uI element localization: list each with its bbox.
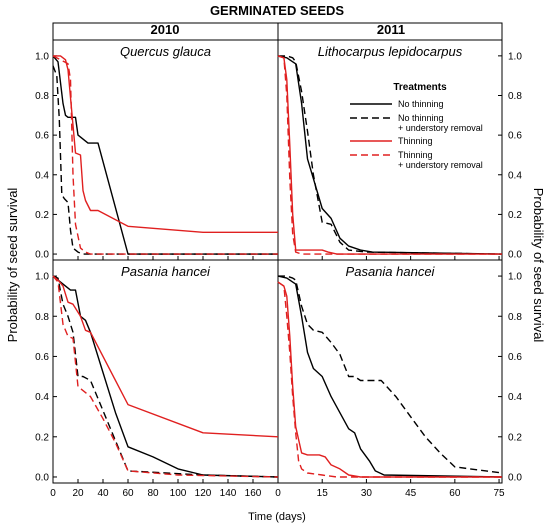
x-tick-label: 75 — [493, 488, 505, 499]
panel-title: Lithocarpus lepidocarpus — [318, 44, 463, 59]
x-tick-label: 160 — [245, 488, 262, 499]
series-line-thinning — [53, 55, 278, 234]
y-tick-label: 0.2 — [35, 210, 49, 221]
series-line-no_thinning_understory — [278, 55, 503, 255]
panel-title: Quercus glauca — [120, 44, 211, 59]
y-tick-label: 0.0 — [508, 472, 522, 483]
series-line-thinning — [52, 275, 279, 438]
y-tick-label: 0.6 — [35, 352, 49, 363]
y-tick-label: 0.4 — [35, 392, 49, 403]
y-tick-label: 0.6 — [508, 131, 522, 142]
y-tick-label: 0.4 — [35, 170, 49, 181]
y-tick-label: 0.0 — [508, 250, 522, 261]
y-tick-label: 1.0 — [35, 272, 49, 283]
y-tick-label: 0.2 — [508, 210, 522, 221]
x-tick-label: 120 — [195, 488, 212, 499]
legend-label: + understory removal — [398, 123, 483, 133]
legend-label: Thinning — [398, 136, 433, 146]
panel-bottom-right: Pasania hancei 0.0 0.2 0.4 0.6 0.8 1.0 0 15 30 45 6… — [275, 264, 522, 499]
series-line-no_thinning_understory — [52, 65, 278, 255]
legend-item: No thinning — [350, 99, 444, 109]
panel-title: Pasania hancei — [121, 264, 211, 279]
figure-title: GERMINATED SEEDS — [210, 3, 344, 18]
y-tick-label: 0.8 — [508, 312, 522, 323]
y-axis-label-right: Probability of seed survival — [531, 188, 546, 343]
series-line-thinning_understory — [52, 55, 278, 255]
x-tick-label: 45 — [405, 488, 417, 499]
y-tick-label: 0.6 — [508, 352, 522, 363]
legend-title: Treatments — [393, 82, 447, 93]
series-line-thinning_understory — [52, 275, 279, 478]
y-tick-label: 0.4 — [508, 170, 522, 181]
y-tick-label: 0.0 — [35, 250, 49, 261]
series-line-no_thinning — [277, 275, 503, 478]
y-tick-label: 0.6 — [35, 131, 49, 142]
panel-bottom-left: Pasania hancei 0.0 0.2 0.4 0.6 0.8 1.0 0 20 40 60 8… — [35, 264, 279, 499]
panel-top-left: Quercus glauca 0.0 0.2 0.4 0.6 0.8 1.0 — [35, 44, 278, 261]
series-line-no_thinning_understory — [52, 275, 279, 478]
y-tick-label: 0.2 — [508, 432, 522, 443]
y-tick-label: 1.0 — [35, 51, 49, 62]
x-tick-label: 60 — [449, 488, 461, 499]
x-tick-label: 140 — [220, 488, 237, 499]
series-line-no_thinning — [52, 55, 278, 255]
legend-item: Thinning — [350, 136, 433, 146]
y-tick-label: 0.8 — [35, 91, 49, 102]
series-line-no_thinning — [52, 275, 279, 478]
x-tick-label: 20 — [72, 488, 84, 499]
column-header-2011: 2011 — [377, 22, 405, 37]
series-line-thinning_understory — [277, 281, 502, 478]
y-tick-label: 0.4 — [508, 392, 522, 403]
y-tick-label: 0.8 — [508, 91, 522, 102]
y-tick-label: 0.8 — [35, 312, 49, 323]
legend-label: No thinning — [398, 99, 444, 109]
y-tick-label: 0.2 — [35, 432, 49, 443]
y-tick-label: 1.0 — [508, 272, 522, 283]
y-axis-label-left: Probability of seed survival — [5, 188, 20, 343]
column-header-2010: 2010 — [151, 22, 180, 37]
x-tick-label: 60 — [122, 488, 134, 499]
legend-item: No thinning+ understory removal — [350, 113, 483, 133]
panel-title: Pasania hancei — [346, 264, 436, 279]
x-tick-label: 80 — [147, 488, 159, 499]
x-tick-label: 100 — [170, 488, 187, 499]
x-tick-label: 40 — [97, 488, 109, 499]
x-tick-label: 0 — [275, 488, 281, 499]
x-tick-label: 0 — [50, 488, 56, 499]
legend-label: No thinning — [398, 113, 444, 123]
y-tick-label: 1.0 — [508, 51, 522, 62]
series-line-no_thinning_understory — [278, 275, 503, 474]
series-line-thinning — [277, 281, 502, 478]
x-tick-label: 15 — [317, 488, 329, 499]
panel-top-right: Lithocarpus lepidocarpus 0.0 0.2 0.4 0.6 0.8 1… — [277, 44, 522, 261]
legend-item: Thinning+ understory removal — [350, 150, 483, 170]
series-line-thinning_understory — [277, 55, 502, 255]
legend-label: Thinning — [398, 150, 433, 160]
y-tick-label: 0.0 — [35, 472, 49, 483]
x-tick-label: 30 — [361, 488, 373, 499]
series-line-no_thinning — [277, 55, 503, 255]
legend-label: + understory removal — [398, 160, 483, 170]
x-axis-label: Time (days) — [248, 511, 306, 523]
